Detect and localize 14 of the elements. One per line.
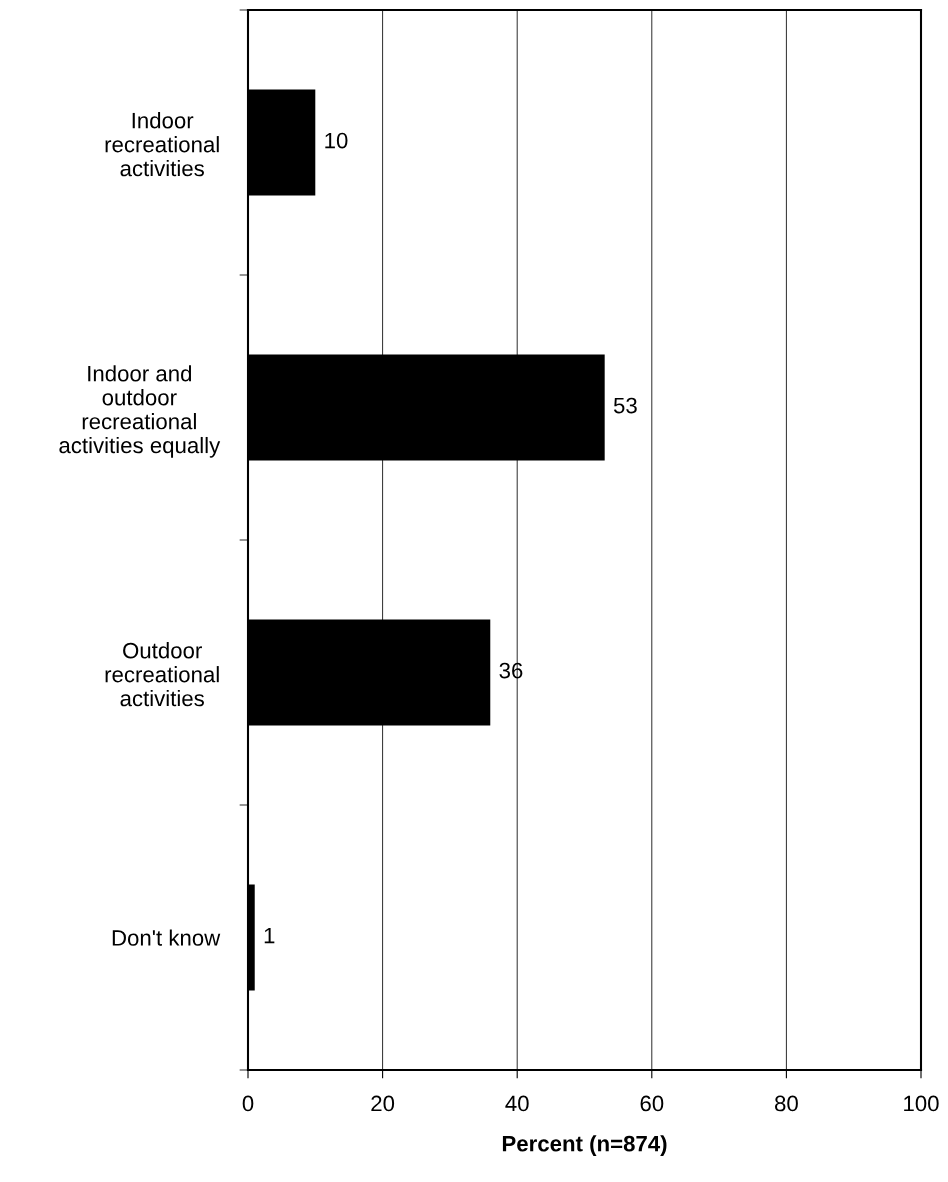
x-tick-label: 20 bbox=[371, 1095, 395, 1112]
x-tick-label: 80 bbox=[775, 1095, 798, 1112]
x-tick-label: 100 bbox=[904, 1095, 939, 1112]
y-tick-label: Outdoor recreational activities bbox=[105, 642, 219, 707]
data-label: 1 bbox=[264, 927, 275, 944]
y-tick-label: Indoor and outdoor recreational activities equally bbox=[59, 365, 221, 458]
x-tick-label: 60 bbox=[640, 1095, 664, 1112]
x-tick-label: 0 bbox=[242, 1095, 254, 1112]
x-axis-title: Percent (n=874) bbox=[502, 1135, 667, 1156]
x-tick-label: 40 bbox=[505, 1095, 529, 1112]
data-label: 10 bbox=[325, 132, 348, 149]
y-tick-label: Don't know bbox=[112, 929, 221, 946]
data-label: 53 bbox=[613, 397, 637, 414]
y-tick-label: Indoor recreational activities bbox=[105, 112, 219, 177]
